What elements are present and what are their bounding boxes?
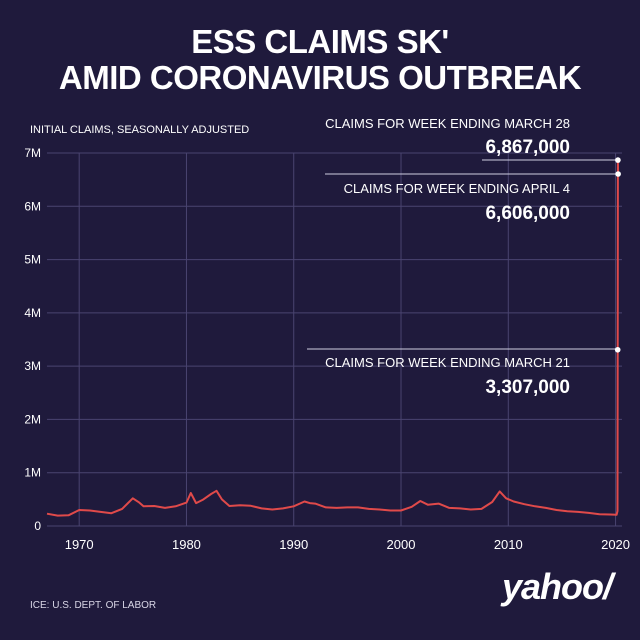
x-tick-label: 2020 <box>601 537 630 552</box>
y-tick-label: 6M <box>24 199 41 213</box>
annotation-marker <box>615 157 621 163</box>
annotation-label: CLAIMS FOR WEEK ENDING MARCH 28 <box>325 116 570 131</box>
x-tick-label: 2010 <box>494 537 523 552</box>
y-tick-label: 1M <box>24 466 41 480</box>
annotation-value: 6,606,000 <box>485 203 570 224</box>
y-tick-label: 3M <box>24 359 41 373</box>
annotation-label: CLAIMS FOR WEEK ENDING MARCH 21 <box>325 355 570 370</box>
y-tick-label: 2M <box>24 412 41 426</box>
x-tick-label: 2000 <box>387 537 416 552</box>
x-tick-label: 1970 <box>65 537 94 552</box>
chart-title-line-1: ESS CLAIMS SK' <box>191 23 449 60</box>
chart-title-line-2: AMID CORONAVIRUS OUTBREAK <box>58 59 582 96</box>
y-tick-label: 4M <box>24 306 41 320</box>
y-tick-label: 0 <box>34 519 41 533</box>
claims-series-line <box>46 159 620 517</box>
annotation-marker <box>614 346 621 353</box>
annotation-marker <box>615 171 621 177</box>
annotation-value: 3,307,000 <box>485 377 570 398</box>
source-credit: ICE: U.S. DEPT. OF LABOR <box>30 600 157 611</box>
annotation-value: 6,867,000 <box>485 137 570 158</box>
yahoo-logo: yahoo/ <box>502 566 613 607</box>
annotation-label: CLAIMS FOR WEEK ENDING APRIL 4 <box>344 181 570 196</box>
y-tick-label: 7M <box>24 146 41 160</box>
y-tick-label: 5M <box>24 253 41 267</box>
x-tick-label: 1990 <box>279 537 308 552</box>
x-tick-label: 1980 <box>172 537 201 552</box>
y-axis-label: INITIAL CLAIMS, SEASONALLY ADJUSTED <box>30 124 249 136</box>
